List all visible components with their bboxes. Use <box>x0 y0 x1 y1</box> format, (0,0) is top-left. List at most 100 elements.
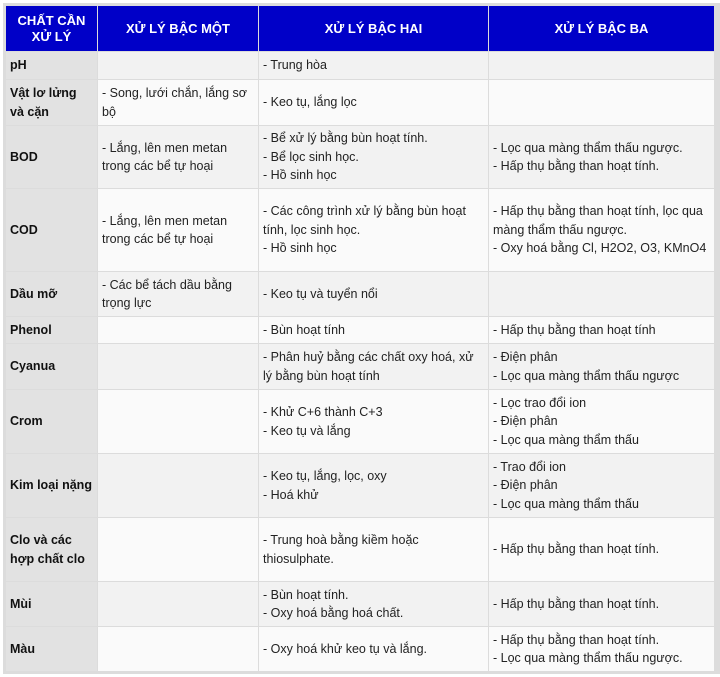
primary-cell <box>97 453 259 518</box>
substance-cell: COD <box>5 188 98 272</box>
substance-cell: pH <box>5 51 98 80</box>
secondary-cell: - Phân huỷ bằng các chất oxy hoá, xử lý … <box>258 343 489 390</box>
treatment-method: - Bể lọc sinh học. <box>263 149 359 164</box>
treatment-method: - Trao đổi ion <box>493 459 566 474</box>
treatment-method: - Bể xử lý bằng bùn hoạt tính. <box>263 131 428 146</box>
treatment-table: CHẤT CẦN XỬ LÝ XỬ LÝ BẬC MỘT XỬ LÝ BẬC H… <box>5 5 715 672</box>
table-row: Mùi - Bùn hoạt tính. - Oxy hoá bằng hoá ch… <box>5 581 715 627</box>
primary-cell <box>97 626 259 672</box>
treatment-method: - Hấp thụ bằng than hoạt tính. <box>493 632 660 647</box>
treatment-method: - Bùn hoạt tính. <box>263 587 349 602</box>
tertiary-cell: - Lọc qua màng thẩm thấu ngược. - Hấp thụ… <box>488 125 715 189</box>
table-row: Màu - Oxy hoá khử keo tụ và lắng. - Hấp th… <box>5 626 715 672</box>
treatment-method: - Song, lưới chắn, lắng sơ bộ <box>102 86 247 119</box>
header-substance: CHẤT CẦN XỬ LÝ <box>5 5 98 52</box>
treatment-method: - Điện phân <box>493 414 558 429</box>
primary-cell: - Lắng, lên men metan trong các bể tự ho… <box>97 188 259 272</box>
secondary-cell: - Bùn hoạt tính. - Oxy hoá bằng hoá chất. <box>258 581 489 627</box>
secondary-cell: - Trung hoà bằng kiềm hoặc thiosulphate. <box>258 517 489 582</box>
tertiary-cell: - Điện phân - Lọc qua màng thẩm thấu ngượ… <box>488 343 715 390</box>
treatment-method: - Keo tụ, lắng, lọc, oxy <box>263 469 387 483</box>
treatment-method: - Hồ sinh học <box>263 168 337 183</box>
header-secondary: XỬ LÝ BẬC HAI <box>258 5 489 52</box>
treatment-method: - Lọc trao đổi ion <box>493 395 587 410</box>
table-row: pH - Trung hòa <box>5 51 715 80</box>
header-row: CHẤT CẦN XỬ LÝ XỬ LÝ BẬC MỘT XỬ LÝ BẬC H… <box>5 5 715 52</box>
primary-cell: - Song, lưới chắn, lắng sơ bộ <box>97 79 259 126</box>
secondary-cell: - Oxy hoá khử keo tụ và lắng. <box>258 626 489 672</box>
tertiary-cell <box>488 271 715 317</box>
table-row: Phenol - Bùn hoạt tính - Hấp thụ bằng than… <box>5 316 715 344</box>
treatment-method: - Trung hoà bằng kiềm hoặc thiosulphate. <box>263 533 419 566</box>
treatment-method: - Oxy hoá bằng hoá chất. <box>263 606 404 620</box>
primary-cell: - Lắng, lên men metan trong các bể tự ho… <box>97 125 259 189</box>
tertiary-cell: - Hấp thụ bằng than hoạt tính. <box>488 517 715 582</box>
substance-cell: Vật lơ lửng và cặn <box>5 79 98 126</box>
secondary-cell: - Trung hòa <box>258 51 489 80</box>
treatment-method: - Keo tụ và lắng <box>263 423 351 438</box>
treatment-method: - Trung hòa <box>263 58 327 73</box>
treatment-method: - Lắng, lên men metan trong các bể tự ho… <box>102 213 228 247</box>
treatment-method: - Điện phân <box>493 478 558 493</box>
tertiary-cell <box>488 51 715 80</box>
treatment-method: - Oxy hoá khử keo tụ và lắng. <box>263 641 428 656</box>
primary-cell <box>97 343 259 390</box>
tertiary-cell: - Trao đổi ion - Điện phân - Lọc qua màng … <box>488 453 715 518</box>
table-row: Vật lơ lửng và cặn - Song, lưới chắn, lắn… <box>5 79 715 126</box>
table-row: BOD - Lắng, lên men metan trong các bể tự… <box>5 125 715 189</box>
table-row: Clo và các hợp chất clo - Trung hoà bằng … <box>5 517 715 582</box>
treatment-method: - Điện phân <box>493 350 558 364</box>
primary-cell <box>97 581 259 627</box>
secondary-cell: - Keo tụ, lắng, lọc, oxy - Hoá khử <box>258 453 489 518</box>
treatment-method: - Lọc qua màng thẩm thấu <box>493 432 639 447</box>
primary-cell <box>97 389 259 454</box>
table-row: Crom - Khử C+6 thành C+3- Keo tụ và lắng -… <box>5 389 715 454</box>
table-row: Dầu mỡ - Các bể tách dầu bằng trọng lực - … <box>5 271 715 317</box>
table-row: Kim loại nặng - Keo tụ, lắng, lọc, oxy - H… <box>5 453 715 518</box>
primary-cell: - Các bể tách dầu bằng trọng lực <box>97 271 259 317</box>
secondary-cell: - Keo tụ, lắng lọc <box>258 79 489 126</box>
tertiary-cell <box>488 79 715 126</box>
treatment-method: - Hấp thụ bằng than hoạt tính. <box>493 542 660 557</box>
tertiary-cell: - Hấp thụ bằng than hoạt tính. - Lọc qua … <box>488 626 715 672</box>
treatment-method: - Hồ sinh học <box>263 241 337 256</box>
substance-cell: Mùi <box>5 581 98 627</box>
substance-cell: Màu <box>5 626 98 672</box>
substance-cell: Dầu mỡ <box>5 271 98 317</box>
secondary-cell: - Keo tụ và tuyển nổi <box>258 271 489 317</box>
treatment-method: - Hoá khử <box>263 487 319 502</box>
treatment-method: - Hấp thụ bằng than hoạt tính <box>493 322 656 337</box>
treatment-method: - Oxy hoá bằng Cl, H2O2, O3, KMnO4 <box>493 241 707 256</box>
header-primary: XỬ LÝ BẬC MỘT <box>97 5 259 52</box>
substance-cell: BOD <box>5 125 98 189</box>
tertiary-cell: - Hấp thụ bằng than hoạt tính <box>488 316 715 344</box>
tertiary-cell: - Lọc trao đổi ion - Điện phân - Lọc qua m… <box>488 389 715 454</box>
substance-cell: Clo và các hợp chất clo <box>5 517 98 582</box>
secondary-cell: - Bể xử lý bằng bùn hoạt tính. - Bể lọc s… <box>258 125 489 189</box>
treatment-method: - Khử C+6 thành C+3 <box>263 405 383 419</box>
treatment-method: - Các công trình xử lý bằng bùn hoạt tín… <box>263 204 466 237</box>
secondary-cell: - Khử C+6 thành C+3 - Keo tụ và lắng <box>258 389 489 454</box>
treatment-method: - Lọc qua màng thẩm thấu ngược. <box>493 651 683 665</box>
treatment-method: - Lọc qua màng thẩm thấu ngược. <box>493 140 683 155</box>
tertiary-cell: - Hấp thụ bằng than hoạt tính, lọc qua m… <box>488 188 715 272</box>
primary-cell <box>97 517 259 582</box>
treatment-method: - Keo tụ và tuyển nổi <box>263 286 378 301</box>
substance-cell: Crom <box>5 389 98 454</box>
treatment-method: - Hấp thụ bằng than hoạt tính. <box>493 596 660 611</box>
treatment-method: - Bùn hoạt tính <box>263 322 346 337</box>
primary-cell <box>97 51 259 80</box>
table-row: COD - Lắng, lên men metan trong các bể tự… <box>5 188 715 272</box>
table-row: Cyanua - Phân huỷ bằng các chất oxy hoá, … <box>5 343 715 390</box>
secondary-cell: - Bùn hoạt tính <box>258 316 489 344</box>
treatment-method: - Lọc qua màng thẩm thấu <box>493 496 639 511</box>
treatment-method: - Các bể tách dầu bằng trọng lực <box>102 277 232 311</box>
treatment-method: - Phân huỷ bằng các chất oxy hoá, xử lý … <box>263 350 474 383</box>
treatment-method: - Hấp thụ bằng than hoạt tính, lọc qua m… <box>493 204 703 237</box>
substance-cell: Kim loại nặng <box>5 453 98 518</box>
treatment-method: - Hấp thụ bằng than hoạt tính. <box>493 159 660 173</box>
substance-cell: Phenol <box>5 316 98 344</box>
tertiary-cell: - Hấp thụ bằng than hoạt tính. <box>488 581 715 627</box>
secondary-cell: - Các công trình xử lý bằng bùn hoạt tín… <box>258 188 489 272</box>
treatment-method: - Keo tụ, lắng lọc <box>263 95 357 110</box>
